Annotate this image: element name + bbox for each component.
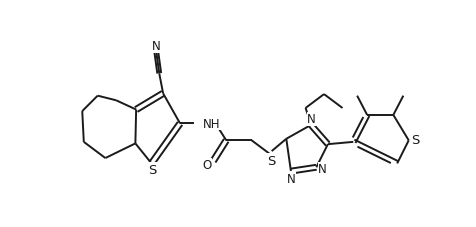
Text: O: O — [202, 159, 212, 172]
Text: S: S — [267, 154, 275, 167]
Text: NH: NH — [203, 117, 221, 130]
Text: S: S — [148, 163, 157, 176]
Text: N: N — [152, 40, 160, 53]
Text: S: S — [411, 133, 420, 146]
Text: N: N — [307, 113, 316, 126]
Text: N: N — [287, 172, 295, 185]
Text: N: N — [318, 163, 327, 175]
